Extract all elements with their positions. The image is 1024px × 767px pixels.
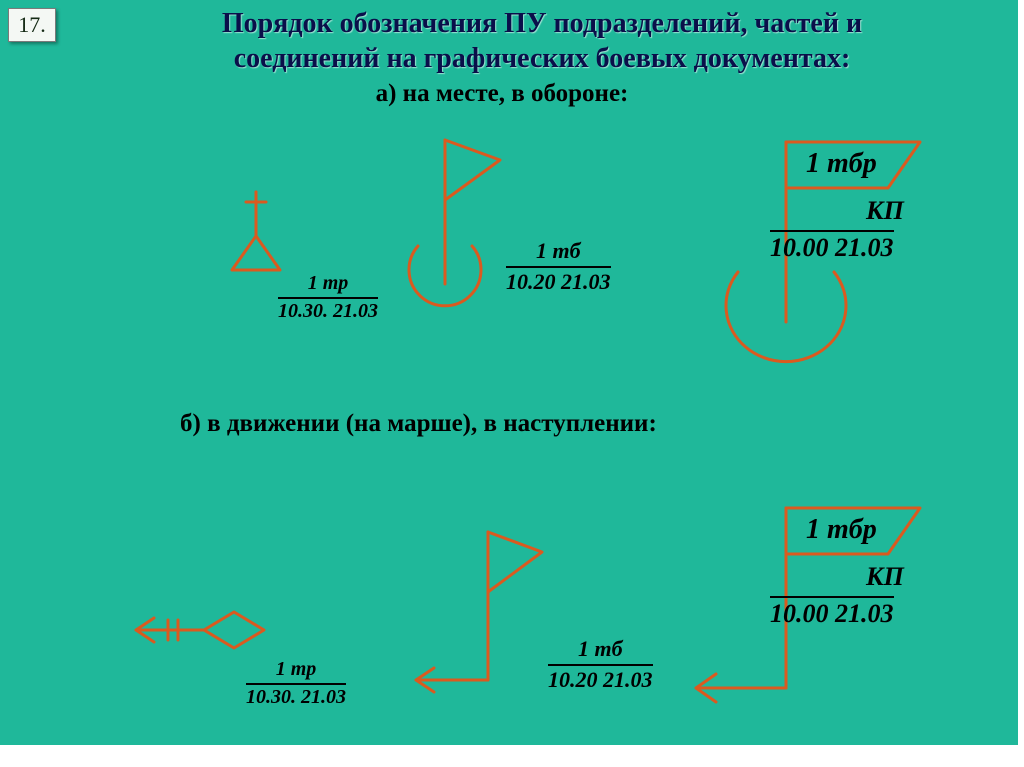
unit-designation: 1 тб xyxy=(548,636,653,662)
unit-datetime: 10.20 21.03 xyxy=(548,664,653,693)
title-line-1: Порядок обозначения ПУ подразделений, ча… xyxy=(222,8,862,39)
unit-datetime: 10.30. 21.03 xyxy=(246,683,346,709)
section-a-heading: а) на месте, в обороне: xyxy=(0,80,1004,108)
page-title: Порядок обозначения ПУ подразделений, ча… xyxy=(80,6,1004,76)
unit-tbr-defense-datetime: 10.00 21.03 xyxy=(770,230,894,263)
section-b-heading: б) в движении (на марше), в наступлении: xyxy=(180,410,657,438)
unit-designation: 1 тб xyxy=(506,238,611,264)
unit-designation: 1 тр xyxy=(246,658,346,681)
title-line-2: соединений на графических боевых докумен… xyxy=(234,43,851,74)
page-number-badge: 17. xyxy=(8,8,56,42)
unit-tb-move-label: 1 тб 10.20 21.03 xyxy=(548,636,653,693)
unit-datetime: 10.20 21.03 xyxy=(506,266,611,295)
slide-bottom-border xyxy=(0,745,1024,767)
slide-right-border xyxy=(1018,0,1024,767)
unit-tbr-move-flag-label: 1 тбр xyxy=(806,514,877,546)
unit-tbr-move-datetime: 10.00 21.03 xyxy=(770,596,894,629)
unit-tbr-move-type: КП xyxy=(866,562,904,592)
unit-designation: 1 тр xyxy=(278,272,378,295)
unit-datetime: 10.30. 21.03 xyxy=(278,297,378,323)
unit-tb-defense-label: 1 тб 10.20 21.03 xyxy=(506,238,611,295)
unit-tr-move-label: 1 тр 10.30. 21.03 xyxy=(246,658,346,709)
unit-tr-defense-label: 1 тр 10.30. 21.03 xyxy=(278,272,378,323)
symbol-layer xyxy=(0,0,1024,767)
unit-tbr-defense-flag-label: 1 тбр xyxy=(806,148,877,180)
unit-tbr-defense-type: КП xyxy=(866,196,904,226)
